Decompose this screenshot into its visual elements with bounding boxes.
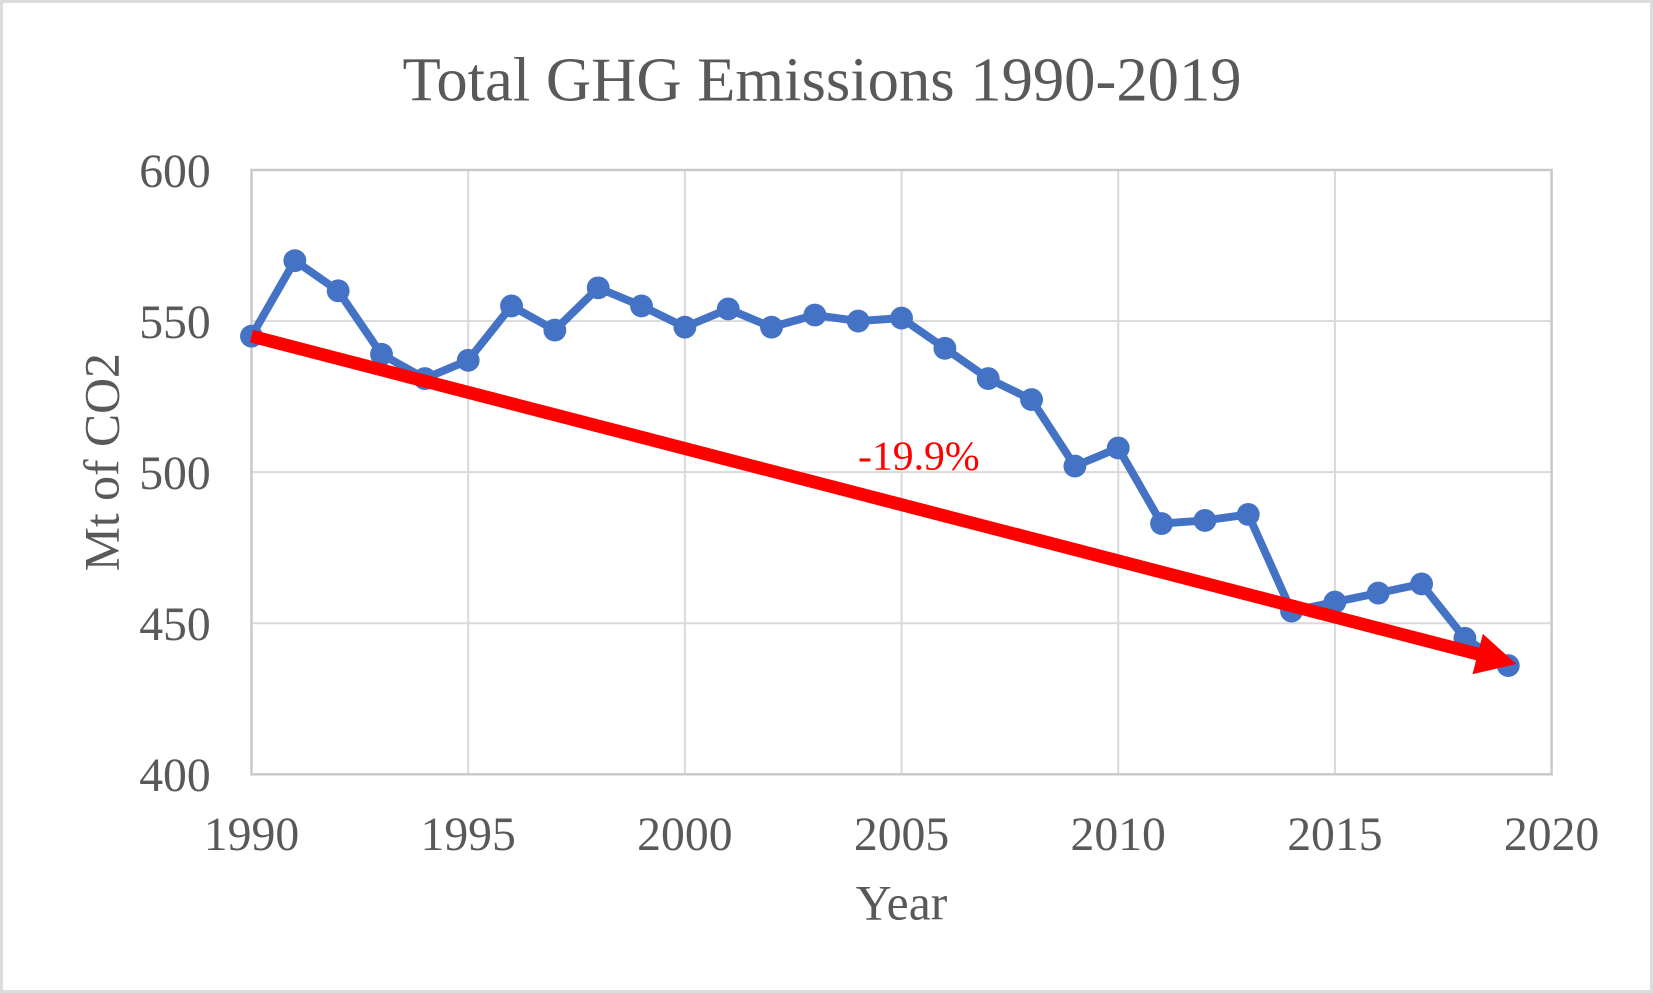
data-point-2007 xyxy=(976,367,1000,390)
data-point-2006 xyxy=(933,336,957,360)
x-tick-label-2005: 2005 xyxy=(854,808,949,861)
data-point-2002 xyxy=(760,315,783,339)
data-point-1992 xyxy=(326,279,350,303)
data-point-1997 xyxy=(543,318,567,342)
data-point-2003 xyxy=(803,303,827,327)
data-point-1995 xyxy=(456,348,480,372)
x-tick-label-2020: 2020 xyxy=(1504,808,1599,861)
data-point-2017 xyxy=(1410,572,1434,596)
y-tick-label-500: 500 xyxy=(139,447,211,500)
data-point-2005 xyxy=(890,306,913,330)
data-point-2013 xyxy=(1236,503,1260,526)
x-tick-label-1995: 1995 xyxy=(420,808,515,861)
data-point-2001 xyxy=(716,297,740,321)
plot-border xyxy=(250,168,1553,776)
x-tick-label-1990: 1990 xyxy=(204,808,299,861)
ghg-emissions-line-chart: 1990 1995 2000 2005 2010 2015 2020 400 450 500 550… xyxy=(74,44,1599,930)
y-tick-label-600: 600 xyxy=(139,145,211,198)
x-tick-label-2010: 2010 xyxy=(1071,808,1166,861)
plot-area: 1990 1995 2000 2005 2010 2015 2020 400 450 500 550… xyxy=(139,145,1599,861)
data-point-2004 xyxy=(846,309,870,333)
x-axis-title: Year xyxy=(856,875,948,930)
data-point-2009 xyxy=(1063,454,1087,478)
trend-line xyxy=(249,329,1484,662)
trend-annotation-label: -19.9% xyxy=(858,433,980,479)
data-point-1993 xyxy=(370,342,393,366)
data-point-1999 xyxy=(630,294,653,318)
data-point-2016 xyxy=(1366,581,1390,605)
chart-title: Total GHG Emissions 1990-2019 xyxy=(402,44,1241,114)
data-point-2008 xyxy=(1020,388,1043,412)
data-point-2015 xyxy=(1323,590,1347,614)
data-point-2000 xyxy=(673,315,697,339)
data-point-1991 xyxy=(283,249,307,273)
y-tick-label-550: 550 xyxy=(139,296,211,349)
x-tick-label-2015: 2015 xyxy=(1287,808,1382,861)
trend-arrowhead xyxy=(1472,633,1517,675)
y-axis-title: Mt of CO2 xyxy=(74,353,129,571)
data-point-2010 xyxy=(1106,436,1130,460)
y-tick-label-400: 400 xyxy=(139,749,211,802)
y-tick-label-450: 450 xyxy=(139,598,211,651)
x-tick-label-2000: 2000 xyxy=(637,808,732,861)
data-point-1996 xyxy=(500,294,523,318)
data-point-1998 xyxy=(586,276,610,300)
data-point-2011 xyxy=(1150,512,1173,535)
data-point-2012 xyxy=(1193,509,1217,532)
